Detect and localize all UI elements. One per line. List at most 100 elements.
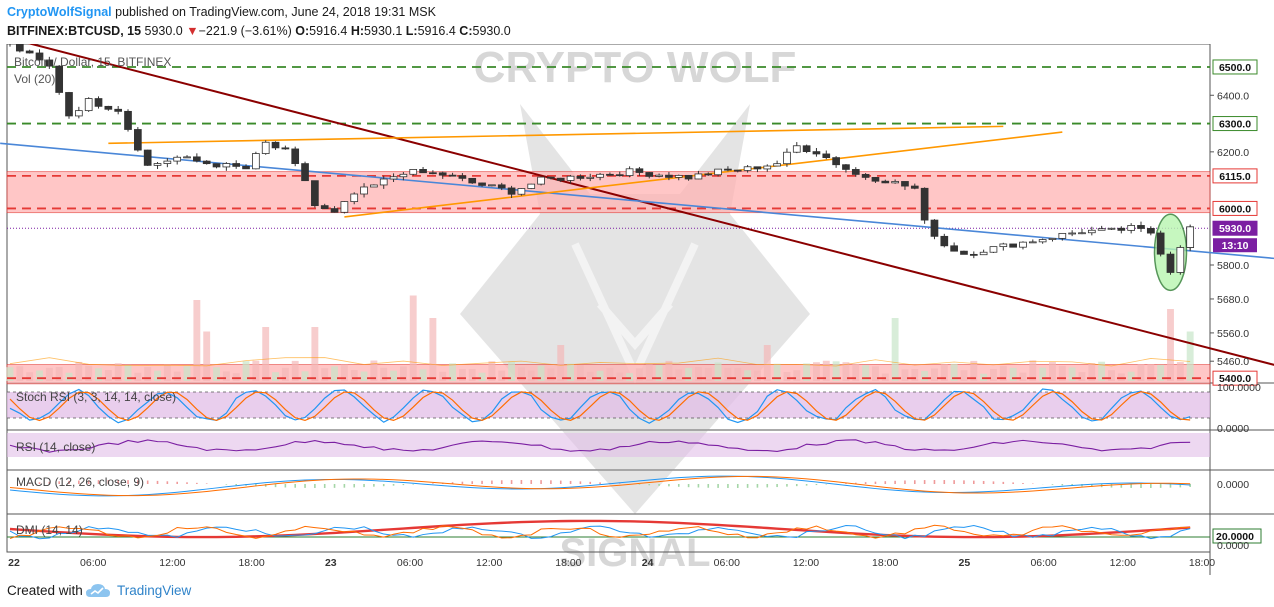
macd-histogram-bar xyxy=(756,484,759,488)
macd-histogram-bar xyxy=(579,481,582,484)
macd-histogram-bar xyxy=(933,480,936,484)
candle-body xyxy=(75,110,83,117)
volume-bar xyxy=(508,361,516,381)
macd-histogram-bar xyxy=(481,480,483,484)
macd-histogram-bar xyxy=(402,484,405,486)
volume-bar xyxy=(311,327,319,381)
ascending-trendline-upper[interactable] xyxy=(108,125,1004,145)
candle-body xyxy=(94,98,103,107)
candle-body xyxy=(773,163,781,167)
candle-body xyxy=(242,165,250,170)
volume-bar xyxy=(567,363,575,381)
volume-bar xyxy=(527,370,535,381)
candle-body xyxy=(409,169,418,175)
macd-histogram-bar xyxy=(1159,484,1162,488)
time-tick: 18:00 xyxy=(1189,557,1215,569)
tradingview-link[interactable]: TradingView xyxy=(117,583,192,598)
price-tag: 6000.0 xyxy=(1219,203,1251,215)
volume-bar xyxy=(272,372,279,381)
macd-histogram-bar xyxy=(48,481,51,484)
volume-bar xyxy=(281,367,289,381)
volume-bar xyxy=(75,361,83,381)
volume-bar xyxy=(65,372,73,381)
volume-bar xyxy=(399,366,407,381)
volume-bar xyxy=(773,363,781,381)
macd-histogram-bar xyxy=(786,484,788,487)
volume-bar xyxy=(1167,309,1174,381)
price-chart[interactable]: CRYPTO WOLF SIGNAL 6500.0 6400.0 6300.0 6200… xyxy=(0,44,1274,575)
candle-body xyxy=(419,169,427,174)
volume-bar xyxy=(586,371,594,381)
volume-bar xyxy=(704,367,712,381)
macd-histogram-bar xyxy=(166,481,169,484)
macd-histogram-bar xyxy=(107,480,110,484)
stoch-k-line xyxy=(9,388,1191,424)
macd-histogram-bar xyxy=(1130,484,1132,488)
indicator-label: MACD (12, 26, close, 9) xyxy=(16,475,144,489)
macd-histogram-bar xyxy=(982,480,985,484)
volume-bar xyxy=(498,370,506,381)
macd-histogram-bar xyxy=(992,481,995,484)
volume-bar xyxy=(193,300,201,381)
volume-bar xyxy=(1157,364,1165,381)
volume-label: Vol (20) xyxy=(14,72,55,86)
macd-histogram-bar xyxy=(776,484,778,488)
volume-bar xyxy=(891,318,899,381)
candle-body xyxy=(25,50,34,54)
volume-bar xyxy=(1058,365,1066,381)
macd-histogram-bar xyxy=(294,484,297,488)
candle-body xyxy=(684,174,693,180)
symbol-line: BITFINEX:BTCUSD, 15 5930.0 ▼−221.9 (−3.6… xyxy=(7,24,511,38)
macd-histogram-bar xyxy=(973,480,975,484)
volume-bar xyxy=(685,367,693,381)
candle-body xyxy=(114,108,123,112)
volume-bar xyxy=(370,360,378,381)
macd-histogram-bar xyxy=(766,484,769,488)
candle-body xyxy=(301,163,309,182)
candle-body xyxy=(1186,226,1195,248)
price-tick: 6200.0 xyxy=(1217,147,1249,159)
candle-body xyxy=(1137,225,1145,229)
macd-histogram-bar xyxy=(304,484,306,488)
volume-bar xyxy=(331,366,338,381)
time-tick: 06:00 xyxy=(80,557,106,569)
close-value: 5930.0 xyxy=(472,24,511,38)
candle-body xyxy=(694,173,703,180)
candle-body xyxy=(625,168,634,176)
macd-line xyxy=(9,475,1191,497)
volume-bar xyxy=(1147,364,1155,381)
last-price: 5930.0 xyxy=(144,24,183,38)
volume-bar xyxy=(1068,367,1076,381)
macd-histogram-bar xyxy=(1071,484,1073,486)
volume-bar xyxy=(16,366,24,381)
macd-histogram-bar xyxy=(697,484,700,488)
author-link[interactable]: CryptoWolfSignal xyxy=(7,5,112,19)
macd-histogram-bar xyxy=(323,484,326,488)
candle-body xyxy=(527,183,536,189)
macd-histogram-bar xyxy=(1120,484,1123,488)
time-tick: 12:00 xyxy=(159,557,185,569)
volume-bar xyxy=(1176,362,1184,381)
descending-trendline-dark[interactable] xyxy=(0,44,1274,384)
time-tick: 06:00 xyxy=(1030,557,1056,569)
macd-histogram-bar xyxy=(333,484,336,488)
ascending-trendline-lower[interactable] xyxy=(344,131,1063,218)
macd-histogram-bar xyxy=(530,480,533,484)
tradingview-cloud-icon[interactable] xyxy=(86,583,110,599)
candle-body xyxy=(556,177,565,181)
candle-body xyxy=(547,176,555,179)
candle-body xyxy=(635,168,644,173)
volume-bar xyxy=(862,365,870,381)
volume-bar xyxy=(842,362,850,381)
macd-histogram-bar xyxy=(677,484,680,487)
volume-bar xyxy=(970,360,978,381)
price-tag: 6115.0 xyxy=(1219,171,1251,183)
macd-histogram-bar xyxy=(884,481,887,484)
time-tick: 18:00 xyxy=(872,557,898,569)
indicator-tick: 100.0000 xyxy=(1217,382,1261,394)
candle-body xyxy=(615,174,624,177)
volume-bar xyxy=(419,369,427,381)
volume-bar xyxy=(1039,367,1047,381)
candle-body xyxy=(586,176,595,179)
volume-bar xyxy=(626,373,634,381)
